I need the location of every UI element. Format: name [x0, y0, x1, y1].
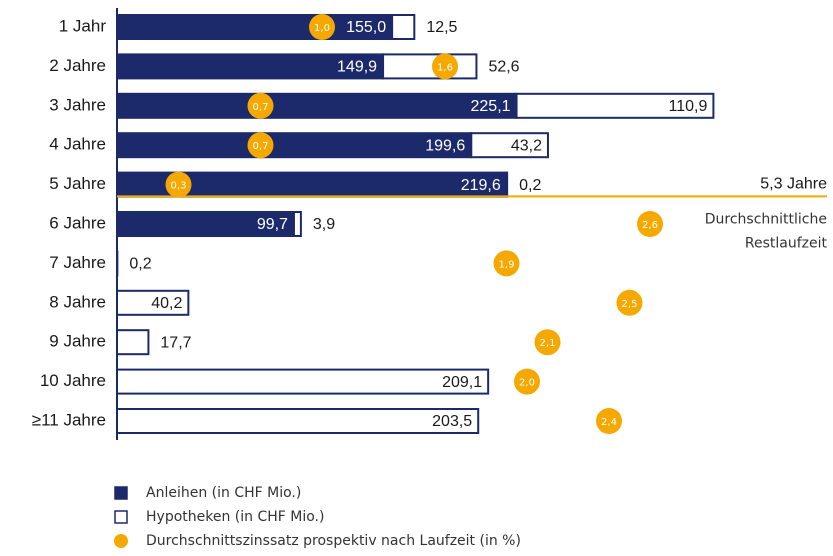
- rate-dot: [247, 92, 274, 119]
- rate-dot: [493, 250, 520, 277]
- rate-dot: [534, 329, 561, 356]
- bar-hypotheken: [116, 329, 150, 356]
- rate-label: 1,9: [499, 259, 515, 270]
- average-label: 5,3 Jahre: [760, 176, 827, 193]
- rate-dot: [637, 211, 663, 237]
- rate-label: 0,3: [171, 181, 187, 192]
- rate-dot: [309, 14, 335, 40]
- y-tick-label: 5 Jahre: [49, 174, 106, 193]
- rate-dot: [432, 53, 458, 80]
- rate-label: 2,0: [519, 378, 535, 389]
- rate-label: 2,4: [601, 417, 617, 428]
- y-tick-label: 8 Jahre: [49, 292, 106, 311]
- legend-label: Anleihen (in CHF Mio.): [146, 485, 301, 501]
- bar-hypotheken: [116, 408, 480, 434]
- bar-anleihen: [116, 53, 385, 80]
- bar-label: 0,2: [519, 177, 541, 194]
- rate-dot: [514, 368, 540, 395]
- rate-label: 2,6: [642, 220, 658, 231]
- y-tick-label: 2 Jahre: [49, 56, 106, 75]
- bar-label: 99,7: [257, 216, 288, 233]
- rate-label: 1,6: [437, 62, 453, 73]
- bar-anleihen: [116, 132, 473, 159]
- legend-marker: [114, 510, 128, 524]
- bar-label: 0,2: [129, 256, 151, 273]
- bar-hypotheken: [391, 14, 416, 40]
- rate-dot: [596, 408, 622, 434]
- y-tick-label: 10 Jahre: [40, 371, 106, 390]
- rate-label: 0,7: [253, 102, 269, 113]
- annotation: Restlaufzeit: [745, 235, 828, 251]
- y-tick-label: 4 Jahre: [49, 135, 106, 154]
- bar-hypotheken: [515, 92, 715, 119]
- y-tick-label: ≥11 Jahre: [32, 410, 106, 429]
- bar-label: 199,6: [425, 137, 465, 154]
- bar-label: 52,6: [488, 59, 519, 76]
- y-tick-label: 7 Jahre: [49, 253, 106, 272]
- y-tick-label: 1 Jahr: [59, 16, 107, 35]
- rate-label: 0,7: [253, 141, 269, 152]
- bar-label: 110,9: [669, 98, 708, 115]
- y-tick-label: 3 Jahre: [49, 95, 106, 114]
- bar-label: 155,0: [346, 19, 386, 36]
- legend-label: Hypotheken (in CHF Mio.): [146, 509, 324, 525]
- rate-label: 1,0: [314, 23, 330, 34]
- rate-label: 2,5: [622, 299, 638, 310]
- rate-dot: [165, 171, 192, 198]
- bar-label: 12,5: [426, 19, 457, 36]
- y-tick-label: 6 Jahre: [49, 213, 106, 232]
- rate-label: 2,1: [540, 338, 556, 349]
- bar-label: 219,6: [461, 177, 501, 194]
- bar-label: 225,1: [471, 98, 511, 115]
- bar-hypotheken: [116, 289, 190, 316]
- legend-marker: [114, 534, 128, 548]
- rate-dot: [247, 132, 274, 159]
- bar-label: 209,1: [442, 374, 482, 391]
- legend-label: Durchschnittszinssatz prospektiv nach La…: [146, 533, 521, 549]
- bar-hypotheken: [116, 368, 490, 395]
- bar-hypotheken: [382, 53, 478, 80]
- bar-hypotheken: [470, 132, 549, 159]
- rate-dot: [616, 289, 643, 316]
- bar-hypotheken: [292, 211, 302, 237]
- bar-anleihen: [116, 92, 518, 119]
- bar-label: 149,9: [337, 59, 377, 76]
- annotation: Durchschnittliche: [705, 211, 827, 227]
- legend-marker: [114, 486, 128, 500]
- bar-label: 17,7: [160, 334, 191, 351]
- bar-label: 40,2: [151, 295, 182, 312]
- y-tick-label: 9 Jahre: [49, 332, 106, 351]
- bar-label: 203,5: [432, 413, 472, 430]
- bar-label: 3,9: [313, 216, 335, 233]
- bar-label: 43,2: [511, 137, 542, 154]
